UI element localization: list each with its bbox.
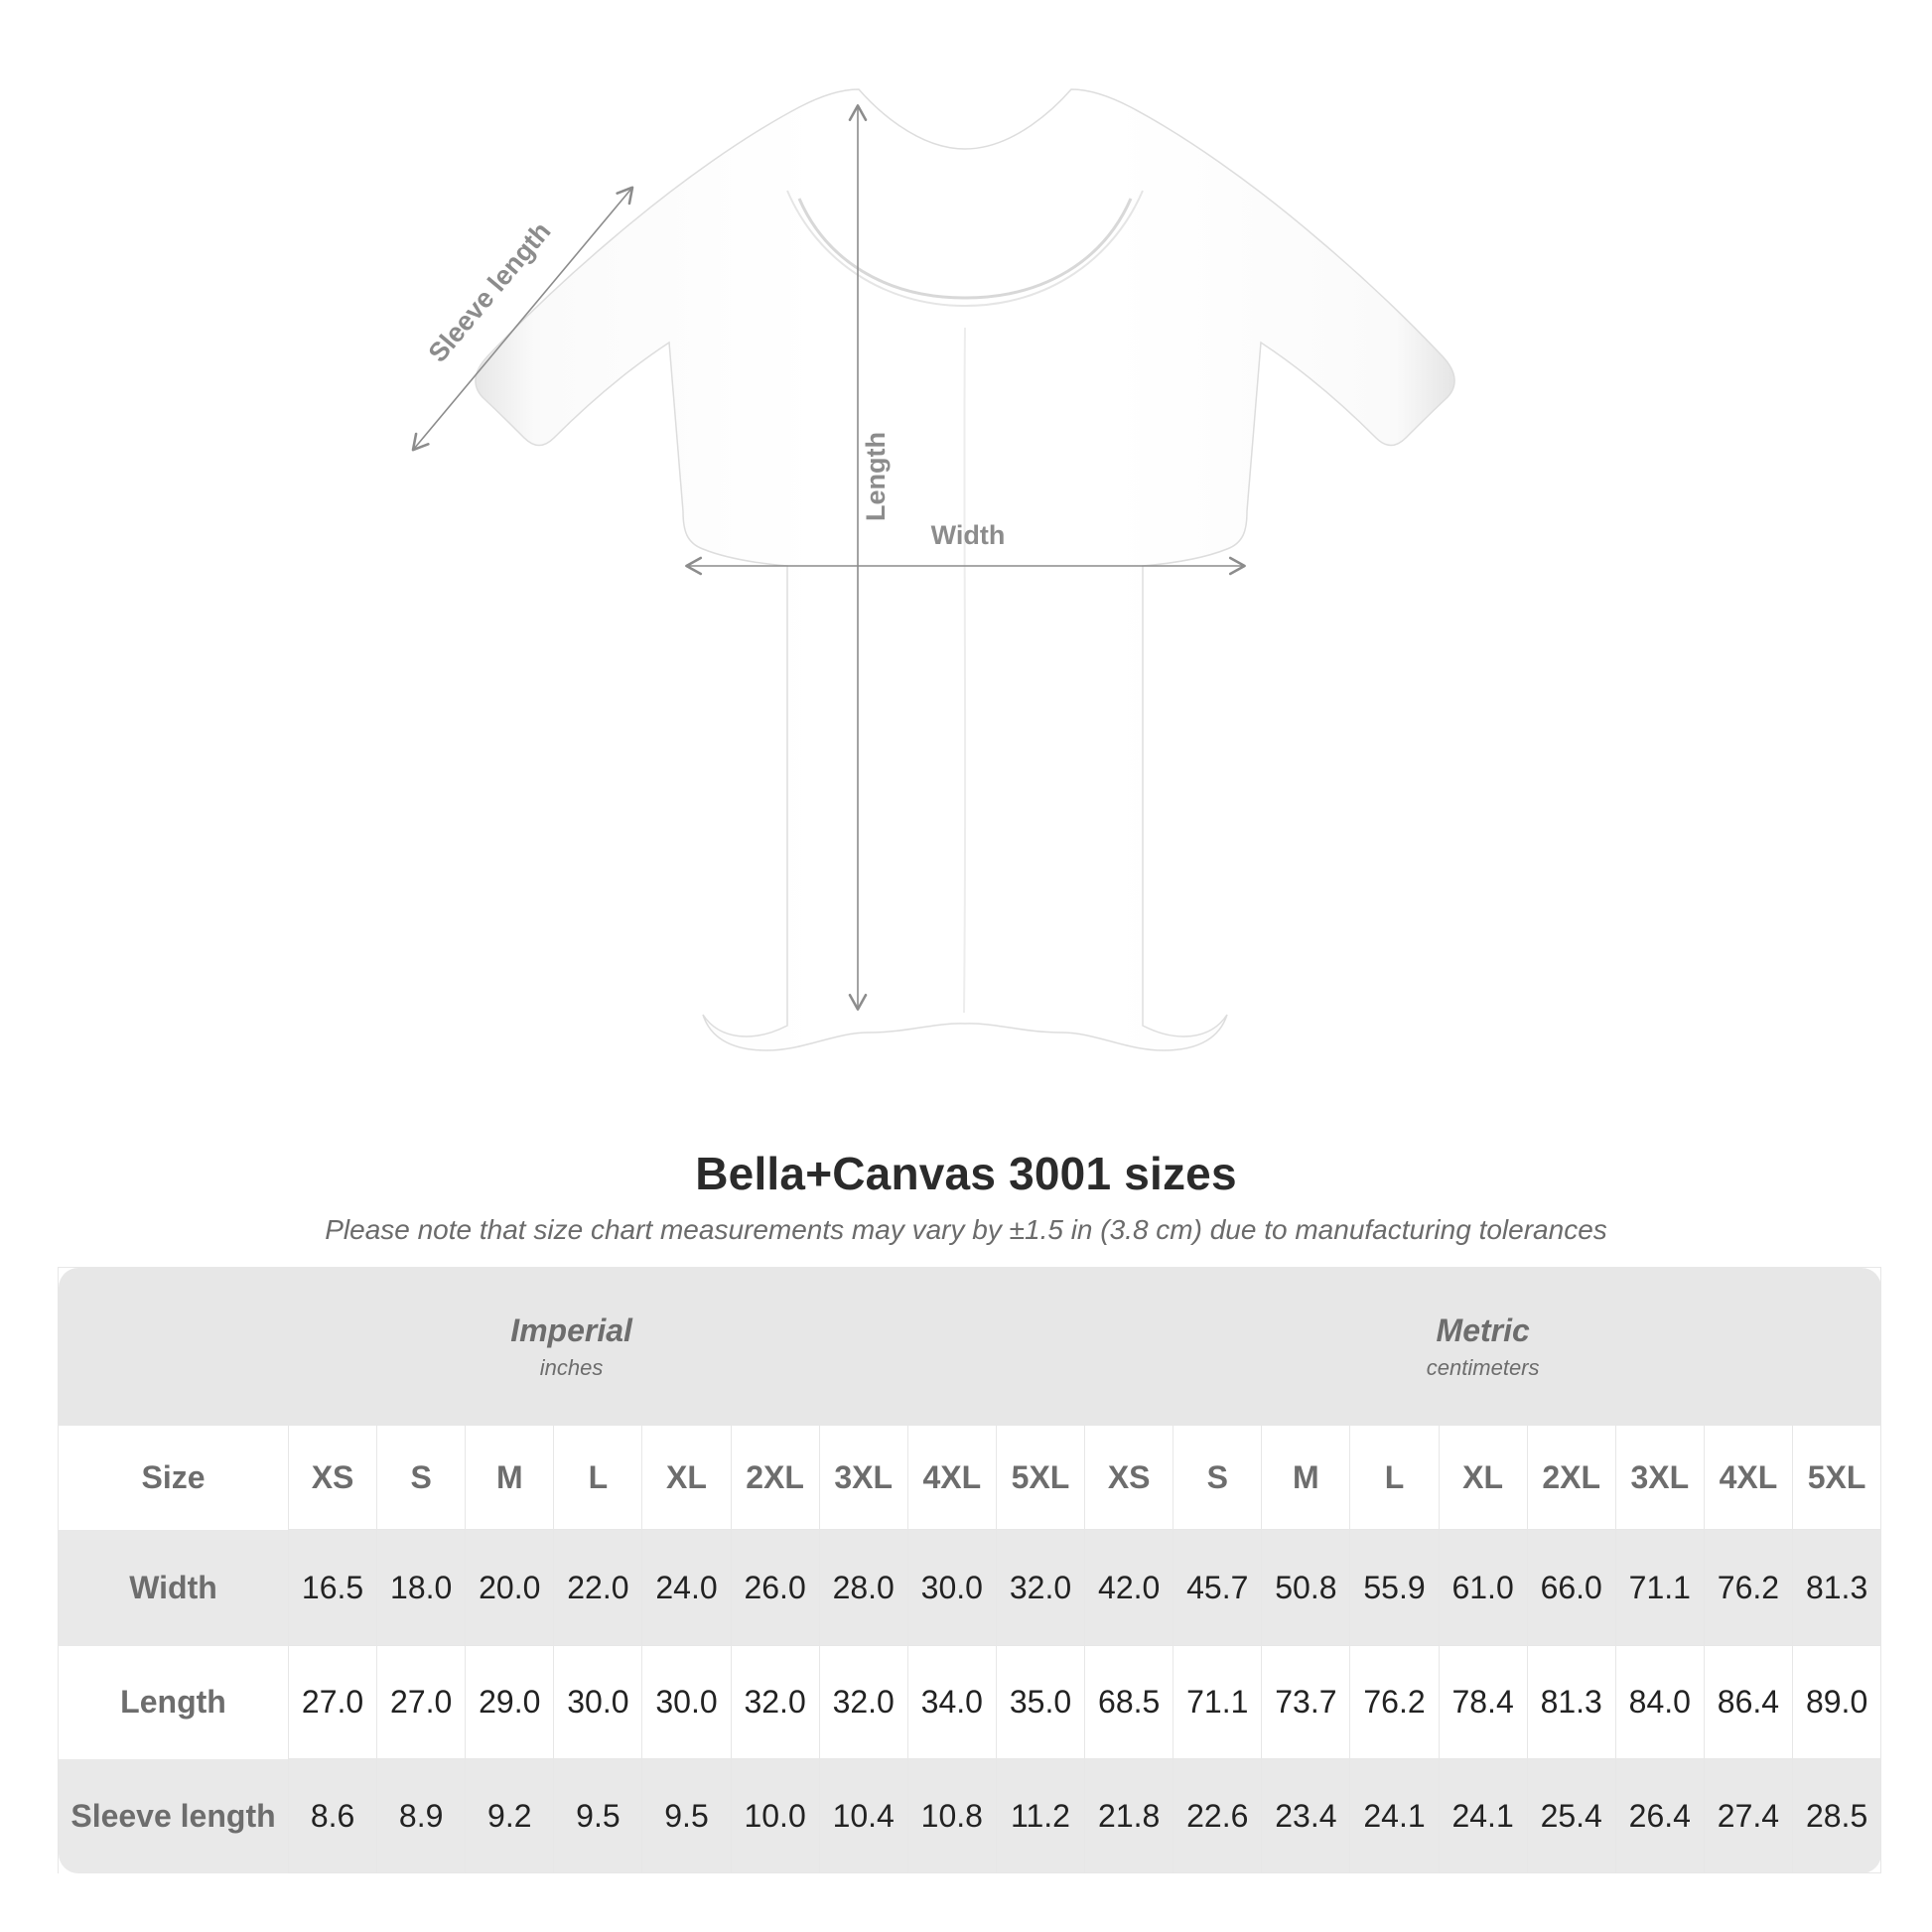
svg-text:Length: Length — [861, 432, 891, 521]
svg-text:Width: Width — [931, 520, 1006, 550]
